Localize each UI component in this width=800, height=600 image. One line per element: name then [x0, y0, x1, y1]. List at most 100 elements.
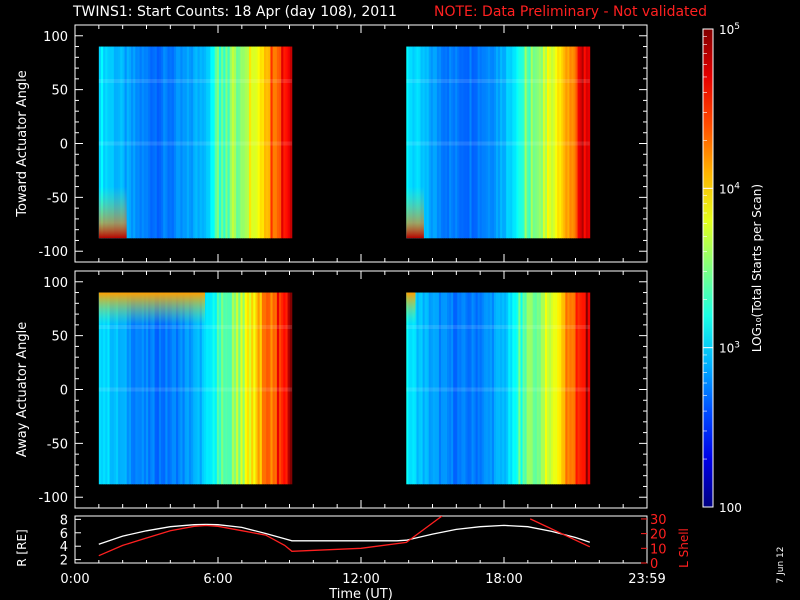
heatmap-cell	[469, 46, 472, 239]
heatmap-cell	[410, 46, 413, 239]
heatmap-cell	[451, 292, 454, 485]
heatmap-cell	[520, 292, 523, 485]
heatmap-cell	[135, 46, 138, 239]
heatmap-cell	[197, 46, 201, 239]
edge-enhancement	[406, 186, 424, 239]
heatmap-cell	[432, 292, 436, 485]
x-tick-label: 6:00	[203, 572, 232, 587]
heatmap-cell	[553, 46, 556, 239]
heatmap-cell	[479, 292, 483, 485]
heatmap-cell	[491, 292, 495, 485]
colorbar-label: LOG₁₀(Total Starts per Scan)	[750, 184, 764, 352]
heatmap-cell	[557, 292, 560, 485]
heatmap-cell	[201, 46, 205, 239]
heatmap-cell	[251, 292, 254, 485]
heatmap-cell	[148, 292, 151, 485]
heatmap-cell	[524, 46, 527, 239]
heatmap-cell	[161, 46, 164, 239]
heatmap-cell	[156, 46, 160, 239]
heatmap-cell	[451, 46, 454, 239]
r-tick-label: 2	[60, 554, 68, 569]
heatmap-cell	[206, 292, 209, 485]
heatmap-cell	[540, 46, 544, 239]
heatmap-cell	[581, 46, 585, 239]
date-stamp: 7 Jun 12	[776, 547, 786, 584]
heatmap-cell	[143, 46, 147, 239]
heatmap-cell	[253, 46, 256, 239]
heatmap-cell	[420, 292, 423, 485]
heatmap-cell	[285, 46, 288, 239]
edge-enhancement	[406, 292, 416, 325]
heatmap-cell	[216, 292, 220, 485]
heatmap-cell	[459, 292, 462, 485]
heatmap-cell	[440, 292, 444, 485]
heatmap-cell	[512, 292, 515, 485]
heatmap-cell	[221, 292, 224, 485]
y-tick-label: 0	[60, 138, 68, 153]
heatmap-cell	[577, 292, 581, 485]
heatmap-cell	[184, 292, 188, 485]
heatmap-cell	[506, 292, 509, 485]
heatmap-cell	[238, 46, 241, 239]
heatmap-cell	[154, 46, 158, 239]
lshell-tick-label: 0	[650, 557, 658, 572]
heatmap-cell	[430, 46, 434, 239]
heatmap-cell	[118, 46, 121, 239]
heatmap-cell	[426, 46, 430, 239]
heatmap-cell	[268, 292, 271, 485]
heatmap-cell	[432, 46, 436, 239]
heatmap-cell	[555, 46, 558, 239]
heatmap-cell	[467, 46, 470, 239]
heatmap-cell	[463, 46, 466, 239]
heatmap-cell	[178, 46, 181, 239]
heatmap-cell	[577, 46, 581, 239]
heatmap-cell	[148, 46, 151, 239]
heatmap-cell	[221, 46, 224, 239]
y-tick-label: 50	[51, 330, 68, 345]
heatmap-cell	[163, 292, 166, 485]
heatmap-cell	[152, 46, 155, 239]
heatmap-cell	[461, 292, 464, 485]
heatmap-cell	[246, 292, 250, 485]
heatmap-cell	[504, 292, 507, 485]
heatmap-cell	[530, 292, 534, 485]
heatmap-cell	[485, 292, 489, 485]
heatmap-cell	[264, 46, 267, 239]
heatmap-cell	[583, 46, 587, 239]
heatmap-cell	[502, 46, 505, 239]
heatmap-cell	[173, 46, 177, 239]
heatmap-cell	[251, 46, 254, 239]
heatmap-cell	[508, 292, 511, 485]
heatmap-cell	[178, 292, 181, 485]
heatmap-cell	[475, 292, 479, 485]
heatmap-cell	[555, 292, 558, 485]
heatmap-cell	[167, 292, 171, 485]
colorbar-tick-label: 104	[719, 181, 740, 196]
heatmap-cell	[248, 292, 252, 485]
heatmap-cell	[412, 292, 415, 485]
heatmap-cell	[279, 46, 282, 239]
heatmap-cell	[124, 46, 128, 239]
heatmap-cell	[585, 292, 589, 485]
heatmap-cell	[414, 292, 417, 485]
heatmap-cell	[182, 46, 186, 239]
heatmap-cell	[197, 292, 201, 485]
heatmap-cell	[186, 292, 190, 485]
angle-streak	[98, 325, 292, 330]
heatmap-cell	[109, 46, 113, 239]
heatmap-cell	[266, 292, 269, 485]
heatmap-cell	[154, 292, 158, 485]
heatmap-cell	[152, 292, 155, 485]
heatmap-cell	[276, 292, 280, 485]
heatmap-cell	[246, 46, 250, 239]
heatmap-cell	[227, 46, 231, 239]
heatmap-cell	[477, 46, 481, 239]
heatmap-cell	[223, 46, 226, 239]
heatmap-cell	[139, 46, 143, 239]
x-tick-label: 12:00	[342, 572, 379, 587]
heatmap-cell	[128, 292, 132, 485]
heatmap-cell	[272, 292, 276, 485]
heatmap-cell	[414, 46, 417, 239]
heatmap-cell	[128, 46, 132, 239]
heatmap-cell	[512, 46, 515, 239]
